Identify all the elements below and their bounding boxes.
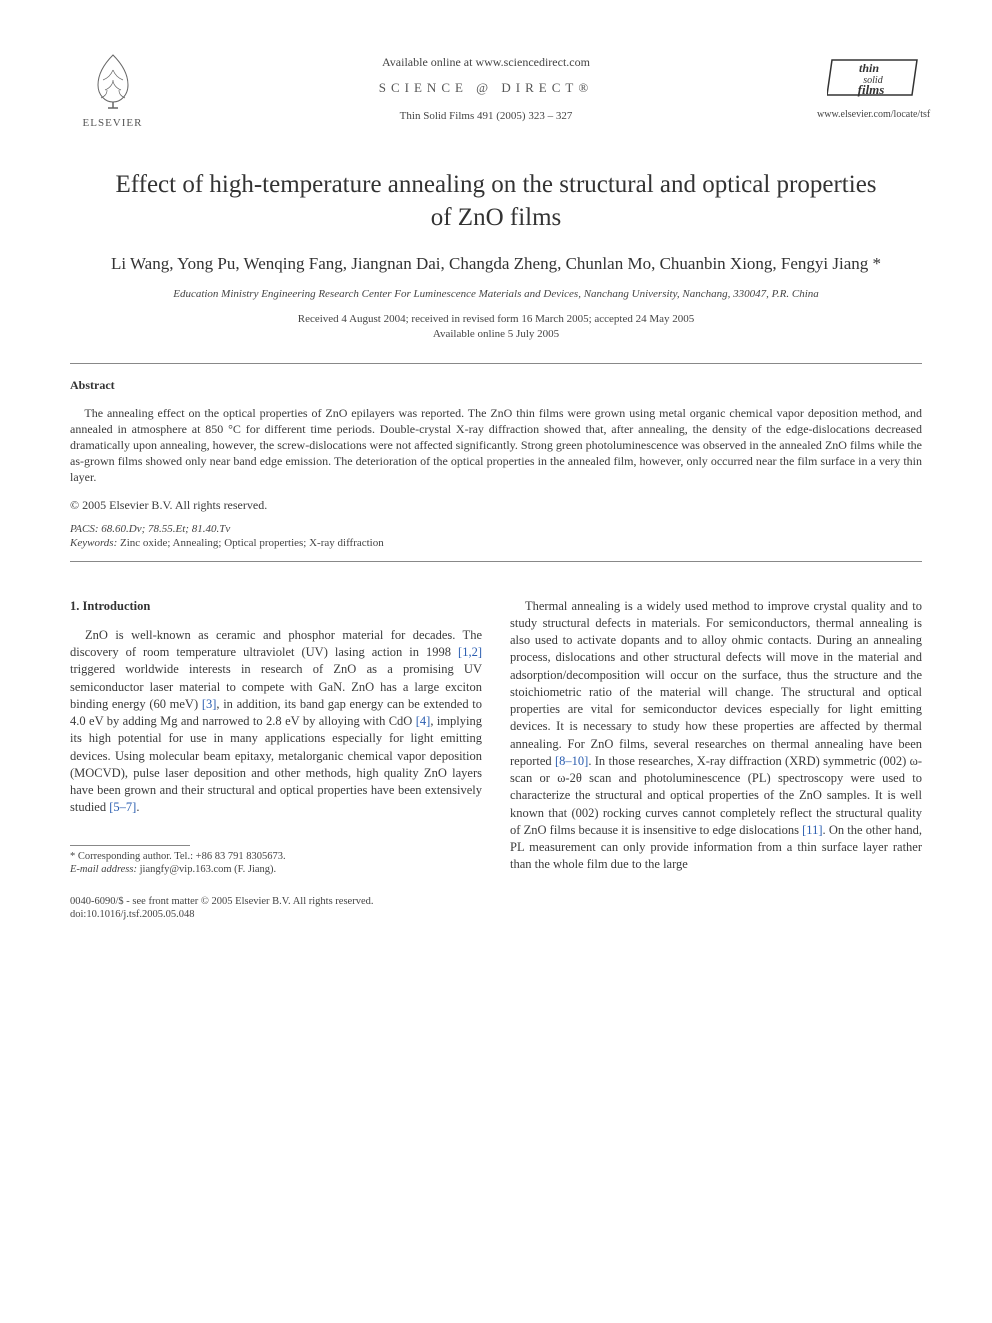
article-dates: Received 4 August 2004; received in revi… (70, 312, 922, 343)
citation-8-10[interactable]: [8–10] (555, 754, 588, 768)
keywords-label: Keywords: (70, 537, 117, 549)
abstract-heading: Abstract (70, 378, 922, 393)
dates-online: Available online 5 July 2005 (433, 328, 559, 340)
center-header: Available online at www.sciencedirect.co… (155, 50, 817, 122)
thin-solid-films-logo-icon: thin solid films (827, 50, 922, 100)
journal-logo-block: thin solid films www.elsevier.com/locate… (817, 50, 922, 120)
keywords-values: Zinc oxide; Annealing; Optical propertie… (117, 537, 383, 549)
pacs-line: PACS: 68.60.Dv; 78.55.Et; 81.40.Tv (70, 523, 922, 535)
abstract-copyright: © 2005 Elsevier B.V. All rights reserved… (70, 498, 922, 513)
available-online-text: Available online at www.sciencedirect.co… (155, 55, 817, 70)
abstract-body: The annealing effect on the optical prop… (70, 405, 922, 486)
footnote-email: jiangfy@vip.163.com (F. Jiang). (137, 864, 276, 875)
journal-reference: Thin Solid Films 491 (2005) 323 – 327 (155, 110, 817, 122)
citation-4[interactable]: [4] (416, 714, 431, 728)
page-container: ELSEVIER Available online at www.science… (0, 0, 992, 962)
intro-paragraph-2: Thermal annealing is a widely used metho… (510, 598, 922, 874)
corresponding-author-footnote: * Corresponding author. Tel.: +86 83 791… (70, 850, 482, 877)
section-1-heading: 1. Introduction (70, 598, 482, 615)
elsevier-label: ELSEVIER (70, 117, 155, 129)
citation-11[interactable]: [11] (802, 823, 822, 837)
science-direct-logo: SCIENCE @ DIRECT® (155, 80, 817, 96)
intro-paragraph-1: ZnO is well-known as ceramic and phospho… (70, 627, 482, 817)
doi-line: doi:10.1016/j.tsf.2005.05.048 (70, 908, 922, 922)
elsevier-logo: ELSEVIER (70, 50, 155, 129)
footnote-rule (70, 845, 190, 846)
citation-3[interactable]: [3] (202, 697, 217, 711)
journal-url: www.elsevier.com/locate/tsf (817, 109, 922, 120)
footnote-corr: * Corresponding author. Tel.: +86 83 791… (70, 850, 482, 864)
dates-received: Received 4 August 2004; received in revi… (298, 313, 695, 325)
keywords-line: Keywords: Zinc oxide; Annealing; Optical… (70, 537, 922, 549)
footnote-email-label: E-mail address: (70, 864, 137, 875)
footnote-email-line: E-mail address: jiangfy@vip.163.com (F. … (70, 863, 482, 877)
header-bar: ELSEVIER Available online at www.science… (70, 50, 922, 129)
affiliation: Education Ministry Engineering Research … (90, 288, 902, 300)
authors-list: Li Wang, Yong Pu, Wenqing Fang, Jiangnan… (110, 252, 882, 276)
svg-text:thin: thin (859, 61, 879, 75)
right-column: Thermal annealing is a widely used metho… (510, 598, 922, 877)
elsevier-tree-icon (83, 50, 143, 110)
rule-top (70, 363, 922, 364)
article-title: Effect of high-temperature annealing on … (110, 169, 882, 234)
citation-1-2[interactable]: [1,2] (458, 645, 482, 659)
rule-bottom (70, 561, 922, 562)
bottom-info: 0040-6090/$ - see front matter © 2005 El… (70, 895, 922, 922)
front-matter-line: 0040-6090/$ - see front matter © 2005 El… (70, 895, 922, 909)
citation-5-7[interactable]: [5–7] (109, 800, 136, 814)
body-columns: 1. Introduction ZnO is well-known as cer… (70, 598, 922, 877)
left-column: 1. Introduction ZnO is well-known as cer… (70, 598, 482, 877)
svg-text:films: films (858, 82, 885, 97)
